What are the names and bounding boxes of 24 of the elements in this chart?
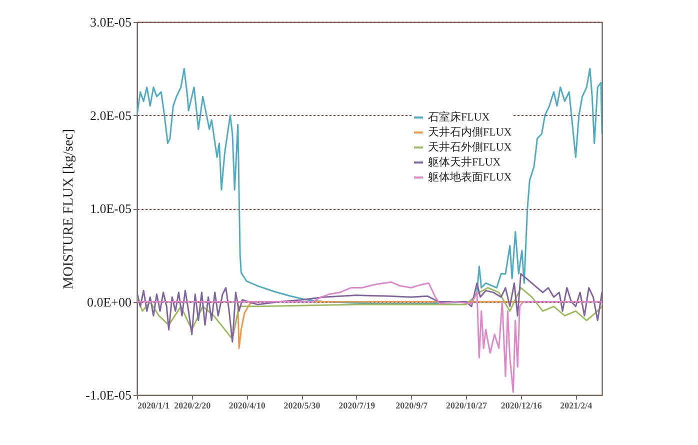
line-series bbox=[137, 281, 602, 393]
y-tick-label: 2.0E-05 bbox=[90, 108, 132, 123]
line-series bbox=[137, 68, 602, 304]
y-tick-label: 0.0E+00 bbox=[86, 294, 132, 310]
line-series bbox=[137, 287, 602, 340]
x-tick-label: 2021/2/4 bbox=[560, 400, 593, 410]
legend-label: 天井石内側FLUX bbox=[428, 126, 512, 138]
x-tick-label: 2020/4/10 bbox=[228, 400, 266, 410]
y-tick-label: -1.0E-05 bbox=[86, 388, 132, 402]
legend-label: 躯体天井FLUX bbox=[428, 156, 501, 168]
x-tick-label: 2020/1/1 bbox=[138, 400, 170, 410]
y-tick-label: 3.0E-05 bbox=[90, 14, 132, 30]
legend-label: 天井石外側FLUX bbox=[428, 140, 512, 154]
y-tick-label: 1.0E-05 bbox=[90, 201, 132, 216]
legend-label: 躯体地表面FLUX bbox=[428, 170, 512, 184]
legend-label: 石室床FLUX bbox=[428, 110, 490, 124]
y-axis-title: MOISTURE FLUX [kg/sec] bbox=[62, 128, 77, 290]
x-tick-label: 2020/12/16 bbox=[500, 400, 542, 410]
x-tick-label: 2020/10/27 bbox=[446, 400, 488, 410]
x-tick-label: 2020/5/30 bbox=[284, 400, 321, 410]
x-tick-label: 2020/7/19 bbox=[338, 400, 376, 410]
x-tick-label: 2020/9/7 bbox=[396, 400, 428, 410]
line-series bbox=[137, 273, 602, 343]
x-tick-label: 2020/2/20 bbox=[174, 400, 212, 410]
